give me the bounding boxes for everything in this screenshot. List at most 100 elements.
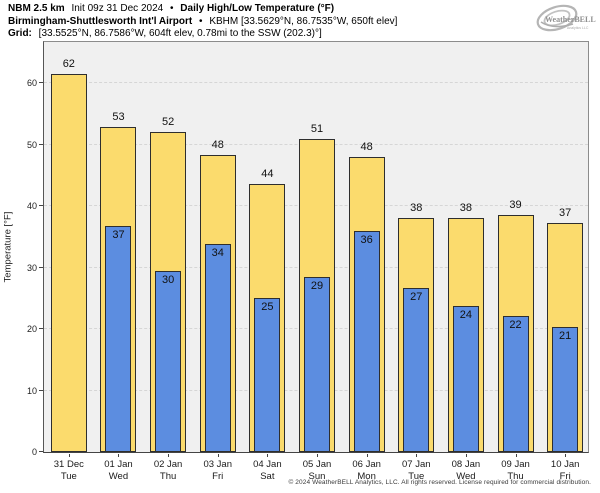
high-value-label: 53 bbox=[112, 110, 125, 123]
x-tick-date: 08 Jan bbox=[451, 459, 481, 470]
y-tick-mark bbox=[39, 451, 43, 452]
x-tick-mark bbox=[565, 454, 567, 457]
bullet-separator: • bbox=[199, 15, 203, 27]
x-tick-date: 06 Jan bbox=[352, 459, 381, 470]
high-value-label: 48 bbox=[211, 139, 224, 151]
x-tick-mark bbox=[168, 454, 170, 457]
x-tick-label: 02 Jan Thu bbox=[140, 459, 196, 482]
high-bar bbox=[50, 73, 87, 452]
x-tick-label: 06 Jan Mon bbox=[339, 459, 395, 482]
high-value-label: 38 bbox=[459, 201, 473, 214]
y-tick-label: 40 bbox=[26, 201, 37, 212]
low-bar bbox=[403, 288, 430, 452]
x-tick-mark bbox=[317, 454, 318, 457]
x-tick-weekday: Mon bbox=[357, 470, 376, 482]
high-value-label: 37 bbox=[559, 206, 572, 219]
low-bar bbox=[204, 243, 231, 452]
x-tick-mark bbox=[217, 454, 219, 457]
low-bar bbox=[502, 315, 529, 452]
x-tick-date: 31 Dec bbox=[53, 459, 84, 470]
x-tick-weekday: Tue bbox=[60, 470, 77, 482]
y-tick-mark bbox=[39, 82, 43, 84]
x-tick-mark bbox=[465, 454, 467, 457]
x-tick-weekday: Wed bbox=[456, 470, 476, 482]
low-value-label: 27 bbox=[410, 291, 423, 304]
swirl-icon bbox=[536, 4, 578, 32]
x-tick-weekday: Fri bbox=[559, 470, 571, 482]
x-tick-mark bbox=[68, 454, 70, 457]
x-tick-label: 03 Jan Fri bbox=[190, 459, 246, 482]
x-tick-label: 09 Jan Thu bbox=[488, 459, 544, 482]
x-tick-date: 01 Jan bbox=[104, 459, 133, 470]
x-tick-label: 05 Jan Sun bbox=[289, 459, 345, 482]
high-value-label: 44 bbox=[261, 167, 274, 180]
y-tick-label: 60 bbox=[26, 78, 37, 89]
logo-text: WeatherBELL bbox=[545, 15, 596, 24]
high-value-label: 39 bbox=[509, 199, 522, 212]
x-tick-mark bbox=[267, 454, 269, 457]
high-value-label: 52 bbox=[161, 116, 175, 129]
low-value-label: 24 bbox=[459, 309, 473, 322]
gridline bbox=[44, 82, 588, 84]
low-bar bbox=[304, 276, 330, 452]
x-tick-date: 04 Jan bbox=[253, 459, 282, 470]
y-axis-label: Temperature [°F] bbox=[2, 211, 14, 283]
x-tick-label: 10 Jan Fri bbox=[537, 459, 593, 482]
high-value-label: 48 bbox=[360, 140, 373, 153]
y-tick-mark bbox=[39, 143, 43, 145]
y-tick-mark bbox=[39, 266, 43, 268]
x-tick-date: 02 Jan bbox=[153, 459, 183, 470]
x-tick-label: 01 Jan Wed bbox=[90, 459, 146, 482]
x-tick-label: 31 Dec Tue bbox=[41, 459, 97, 482]
x-tick-weekday: Fri bbox=[212, 470, 224, 482]
header-line-2: Birmingham-Shuttlesworth Int'l Airport •… bbox=[8, 16, 397, 29]
x-tick-weekday: Thu bbox=[159, 470, 177, 482]
x-tick-date: 09 Jan bbox=[501, 459, 530, 470]
low-bar bbox=[353, 231, 380, 452]
header-line-3: Grid: [33.5525°N, 86.7586°W, 604ft elev,… bbox=[8, 28, 397, 41]
x-tick-label: 08 Jan Wed bbox=[438, 459, 494, 482]
x-tick-label: 07 Jan Tue bbox=[388, 459, 444, 482]
y-tick-mark bbox=[39, 328, 43, 330]
plot-area: Temperature [°F] 0 10 20 30 40 50 60 62 31 Dec Tu… bbox=[3, 41, 589, 482]
x-tick-date: 10 Jan bbox=[550, 459, 580, 470]
y-tick-label: 0 bbox=[31, 447, 37, 457]
y-tick-mark bbox=[39, 205, 43, 207]
high-value-label: 38 bbox=[410, 202, 423, 215]
x-tick-label: 04 Jan Sat bbox=[239, 459, 295, 482]
y-tick-label: 20 bbox=[26, 324, 37, 335]
x-tick-mark bbox=[515, 454, 517, 457]
high-value-label: 51 bbox=[310, 123, 324, 136]
x-tick-date: 05 Jan bbox=[302, 459, 332, 470]
init-time: Init 09z 31 Dec 2024 bbox=[71, 3, 164, 14]
y-tick-mark bbox=[39, 389, 43, 391]
x-tick-weekday: Thu bbox=[507, 470, 524, 482]
y-tick-label: 10 bbox=[26, 385, 37, 396]
model-name: NBM 2.5 km bbox=[8, 3, 65, 14]
high-value-label: 62 bbox=[62, 57, 75, 70]
low-bar bbox=[254, 297, 281, 452]
bullet-separator: • bbox=[169, 3, 174, 14]
station-details: KBHM [33.5629°N, 86.7535°W, 650ft elev] bbox=[209, 15, 398, 27]
y-tick-label: 30 bbox=[26, 262, 37, 273]
x-tick-mark bbox=[366, 454, 368, 457]
low-bar bbox=[452, 306, 479, 452]
station-name: Birmingham-Shuttlesworth Int'l Airport bbox=[8, 15, 193, 27]
low-value-label: 22 bbox=[509, 318, 522, 331]
x-tick-date: 03 Jan bbox=[203, 459, 232, 470]
low-value-label: 30 bbox=[161, 274, 175, 287]
copyright-footer: © 2024 WeatherBELL Analytics, LLC. All r… bbox=[288, 479, 591, 486]
x-tick-date: 07 Jan bbox=[402, 459, 431, 470]
x-tick-weekday: Wed bbox=[108, 470, 129, 482]
low-value-label: 34 bbox=[211, 246, 224, 259]
logo-subtext: Analytics LLC bbox=[567, 26, 589, 30]
grid-label: Grid: bbox=[8, 28, 32, 39]
low-value-label: 29 bbox=[310, 279, 324, 292]
low-value-label: 21 bbox=[559, 329, 572, 342]
weatherbell-logo: WeatherBELL Analytics LLC bbox=[536, 4, 596, 32]
grid-details: [33.5525°N, 86.7586°W, 604ft elev, 0.78m… bbox=[38, 28, 322, 39]
low-value-label: 37 bbox=[112, 229, 125, 242]
x-tick-weekday: Tue bbox=[408, 470, 425, 482]
y-tick-label: 50 bbox=[26, 139, 37, 150]
